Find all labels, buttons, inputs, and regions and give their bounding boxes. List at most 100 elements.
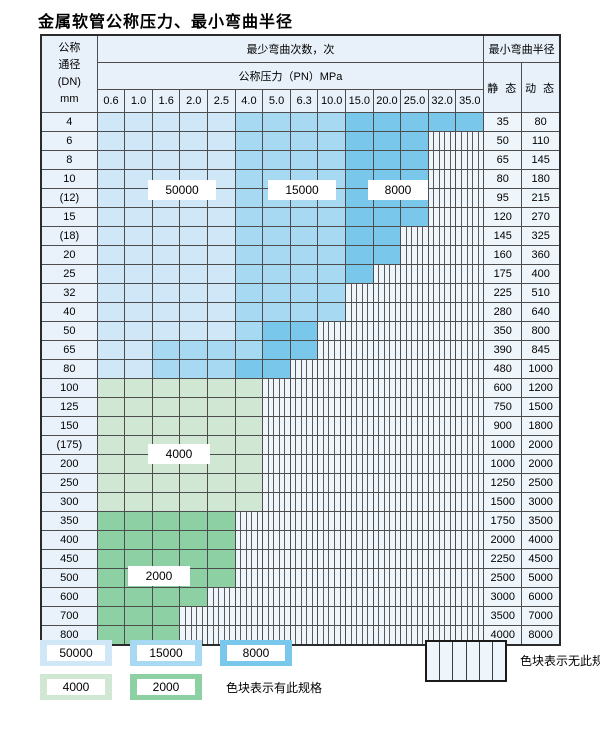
legend-strip [453, 642, 467, 680]
cell-strip [396, 265, 401, 283]
dynamic-radius-value: 8000 [521, 625, 561, 646]
cell-unavailable [427, 473, 457, 493]
cell-strip [429, 512, 435, 530]
cell-available-level-4 [151, 416, 181, 436]
cell-strip [346, 417, 352, 435]
cell-strip [341, 417, 346, 435]
cell-strip [296, 493, 302, 511]
cell-strip [445, 398, 451, 416]
cell-strip [434, 512, 440, 530]
cell-strip [434, 246, 440, 264]
cell-available-level-2 [262, 112, 291, 132]
cell-strip [236, 607, 242, 625]
cell-strip [429, 626, 435, 644]
cell-available-level-2 [289, 131, 319, 151]
cell-strip [434, 417, 440, 435]
cell-strip [440, 322, 446, 340]
cell-available-level-2 [289, 226, 319, 246]
cell-unavailable [345, 549, 374, 569]
cell-unavailable [427, 283, 457, 303]
cell-available-level-3 [372, 150, 402, 170]
cell-strip [219, 588, 225, 606]
cell-available-level-2 [317, 112, 347, 132]
cell-strip [423, 474, 428, 492]
table-row: 350 1750 3500 [40, 511, 561, 531]
cell-strip [258, 550, 263, 568]
cell-strip [418, 436, 424, 454]
cell-unavailable [262, 378, 291, 398]
cell-available-level-3 [400, 150, 429, 170]
cell-strip [468, 303, 474, 321]
cell-unavailable [427, 568, 457, 588]
cell-unavailable [289, 549, 319, 569]
cell-strip [479, 170, 484, 188]
cell-available-level-5 [96, 511, 126, 531]
cell-strip [357, 322, 363, 340]
cell-strip [269, 398, 275, 416]
page-title: 金属软管公称压力、最小弯曲半径 [38, 12, 294, 31]
cell-unavailable [317, 340, 347, 360]
cell-strip [390, 512, 396, 530]
cell-strip [324, 607, 330, 625]
cell-strip [280, 569, 286, 587]
cell-strip [456, 322, 462, 340]
cell-available-level-4 [179, 397, 209, 417]
cell-strip [456, 455, 462, 473]
cell-strip [396, 436, 401, 454]
cell-strip [374, 284, 380, 302]
cell-strip [390, 569, 396, 587]
cell-strip [412, 474, 418, 492]
cell-unavailable [289, 454, 319, 474]
cell-strip [296, 436, 302, 454]
cell-unavailable [345, 359, 374, 379]
cell-available-level-4 [234, 473, 264, 493]
cell-strip [291, 417, 297, 435]
cell-strip [473, 493, 479, 511]
legend-unavailable-swatch [425, 640, 507, 682]
cell-strip [445, 379, 451, 397]
cell-strip [385, 474, 391, 492]
cell-available-level-1 [207, 226, 236, 246]
cell-available-level-3 [234, 359, 264, 379]
cell-strip [280, 512, 286, 530]
cell-strip [236, 569, 242, 587]
static-radius-value: 145 [483, 226, 523, 246]
header-pressure-15.0: 15.0 [345, 89, 374, 113]
cell-unavailable [400, 625, 429, 646]
cell-strip [374, 550, 380, 568]
cell-strip [451, 170, 456, 188]
cell-strip [313, 512, 318, 530]
cell-unavailable [262, 530, 291, 550]
cell-strip [357, 379, 363, 397]
cell-strip [269, 588, 275, 606]
cell-available-level-2 [317, 226, 347, 246]
cell-strip [208, 626, 214, 644]
cell-unavailable [317, 606, 347, 626]
dn-value: 400 [40, 530, 98, 550]
cell-strip [335, 398, 341, 416]
cell-strip [412, 341, 418, 359]
table-row: 500 2500 5000 [40, 568, 561, 588]
cell-strip [307, 493, 313, 511]
dn-value: 20 [40, 245, 98, 265]
cell-available-level-5 [124, 530, 153, 550]
cell-strip [186, 607, 192, 625]
cell-strip [445, 132, 451, 150]
cell-strip [302, 455, 308, 473]
cell-strip [473, 626, 479, 644]
cell-strip [407, 569, 413, 587]
cell-strip [456, 512, 462, 530]
dn-value: 15 [40, 207, 98, 227]
cell-available-level-1 [179, 131, 209, 151]
cell-strip [335, 360, 341, 378]
cell-strip [390, 588, 396, 606]
cell-unavailable [345, 283, 374, 303]
cell-unavailable [372, 606, 402, 626]
cell-available-level-2 [234, 207, 264, 227]
cell-strip [313, 455, 318, 473]
cell-strip [186, 626, 192, 644]
cell-strip [219, 626, 225, 644]
cell-strip [407, 607, 413, 625]
cell-strip [374, 493, 380, 511]
cell-available-level-1 [207, 131, 236, 151]
